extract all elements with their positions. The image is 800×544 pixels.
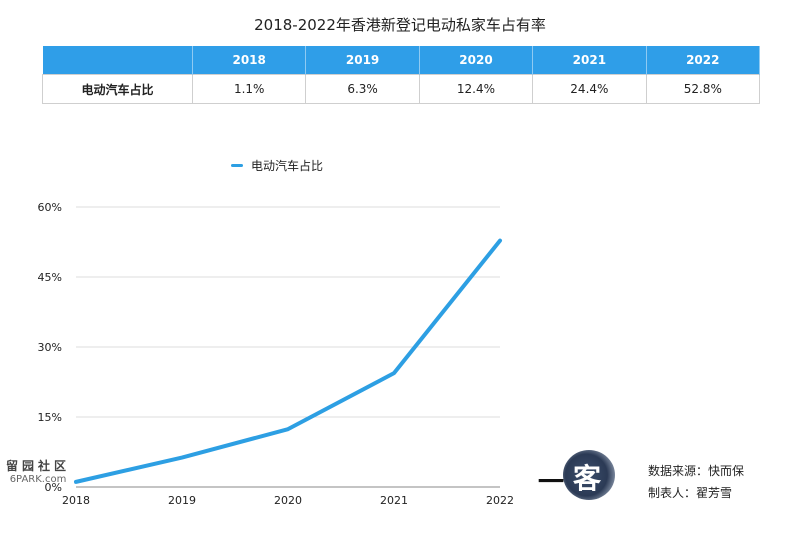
watermark-en: 6PARK.com xyxy=(9,474,67,485)
table-header-cell: 2019 xyxy=(305,46,420,75)
table-header-cell xyxy=(42,46,193,75)
x-tick-label: 2022 xyxy=(486,494,514,507)
table-header-row: 2018 2019 2020 2021 2022 xyxy=(42,46,761,75)
table-header-cell: 2018 xyxy=(192,46,307,75)
series-line xyxy=(74,238,502,484)
legend-swatch xyxy=(231,164,243,167)
chart-title: 2018-2022年香港新登记电动私家车占有率 xyxy=(254,16,546,34)
table-cell: 1.1% xyxy=(191,74,307,104)
logo-circle xyxy=(563,450,615,500)
watermark: 留园社区 6PARK.com xyxy=(6,460,70,486)
table-row: 电动汽车占比 1.1% 6.3% 12.4% 24.4% 52.8% xyxy=(42,74,761,104)
table-author: 制表人：翟芳雪 xyxy=(648,486,733,500)
y-tick-label: 15% xyxy=(38,411,62,424)
y-tick-label: 60% xyxy=(38,201,62,214)
y-tick-label: 45% xyxy=(38,271,62,284)
table-cell: 6.3% xyxy=(305,74,420,104)
logo: 一 客 xyxy=(538,448,638,504)
table-header-cell: 2021 xyxy=(532,46,647,75)
credits: 数据来源：快而保 制表人：翟芳雪 xyxy=(648,460,744,504)
x-tick-label: 2019 xyxy=(168,494,196,507)
table-cell: 52.8% xyxy=(645,74,761,104)
chart-legend: 电动汽车占比 xyxy=(231,157,323,174)
table-cell: 12.4% xyxy=(418,74,534,104)
table-header-cell: 2022 xyxy=(646,46,761,75)
logo-char-2: 客 xyxy=(573,462,602,495)
watermark-cn: 留园社区 xyxy=(6,459,71,473)
data-table: 2018 2019 2020 2021 2022 电动汽车占比 1.1% 6.3… xyxy=(42,46,761,104)
data-source: 数据来源：快而保 xyxy=(648,464,745,478)
x-tick-label: 2021 xyxy=(380,494,408,507)
logo-char-1: 一 xyxy=(538,468,565,498)
y-tick-label: 0% xyxy=(45,481,62,494)
table-cell: 24.4% xyxy=(532,74,647,104)
legend-label: 电动汽车占比 xyxy=(251,159,324,173)
table-row-label: 电动汽车占比 xyxy=(42,74,193,104)
x-tick-label: 2020 xyxy=(274,494,302,507)
x-tick-label: 2018 xyxy=(62,494,90,507)
table-header-cell: 2020 xyxy=(419,46,534,75)
y-tick-label: 30% xyxy=(38,341,62,354)
